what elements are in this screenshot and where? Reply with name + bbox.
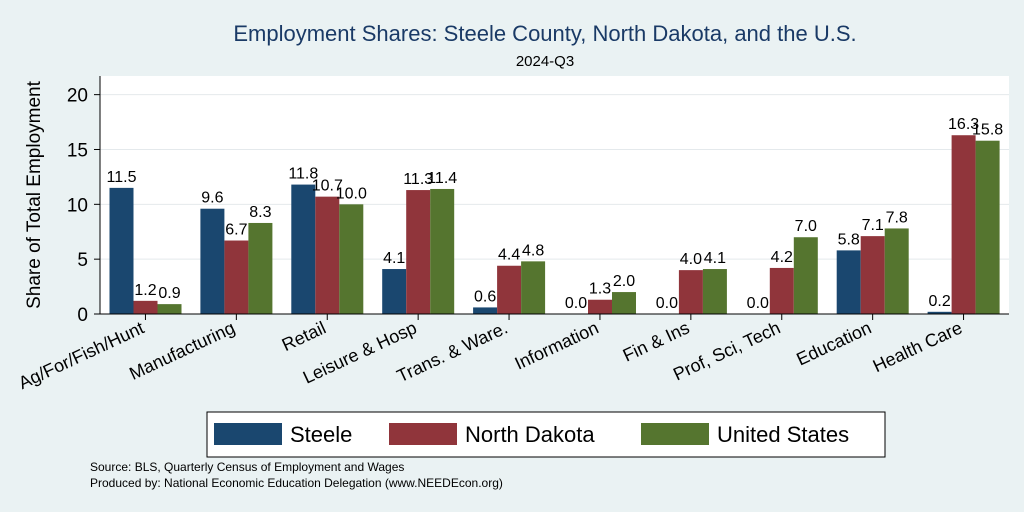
data-label: 7.1 <box>862 217 884 234</box>
data-label: 16.3 <box>948 116 979 133</box>
data-label: 11.5 <box>107 169 137 186</box>
data-label: 4.1 <box>704 250 726 267</box>
data-label: 15.8 <box>972 122 1003 139</box>
bar <box>406 190 431 314</box>
data-label: 2.0 <box>613 273 635 290</box>
data-label: 0.6 <box>474 288 496 305</box>
chart-subtitle: 2024-Q3 <box>516 53 574 70</box>
bar <box>975 140 1000 314</box>
data-label: 11.4 <box>427 170 457 187</box>
bar <box>291 184 316 314</box>
y-tick-label: 5 <box>77 250 88 271</box>
legend: Steele North Dakota United States <box>206 411 886 458</box>
bar <box>109 187 134 314</box>
data-label: 4.4 <box>498 247 520 264</box>
bar <box>769 267 794 314</box>
data-label: 6.7 <box>225 222 247 239</box>
y-tick-label: 20 <box>67 86 88 107</box>
data-label: 10.7 <box>312 178 343 195</box>
data-label: 10.0 <box>336 185 367 202</box>
bar <box>133 300 158 314</box>
bar <box>860 236 885 314</box>
data-label: 11.8 <box>288 166 318 183</box>
data-label: 7.8 <box>886 209 908 226</box>
bar <box>497 265 522 314</box>
data-label: 0.0 <box>747 295 769 312</box>
data-label: 9.6 <box>201 190 223 207</box>
bar <box>612 292 636 314</box>
data-label: 1.3 <box>589 281 611 298</box>
data-label: 8.3 <box>249 204 271 221</box>
y-tick-label: 0 <box>77 305 88 326</box>
data-label: 11.3 <box>403 171 433 188</box>
data-label: 0.2 <box>928 293 950 310</box>
data-label: 4.2 <box>771 249 793 266</box>
bar <box>702 269 727 314</box>
legend-swatch <box>641 423 709 445</box>
bar <box>793 237 818 314</box>
bar <box>836 250 861 314</box>
bar <box>382 269 407 314</box>
source-note: Source: BLS, Quarterly Census of Employm… <box>90 460 404 474</box>
data-label: 1.2 <box>134 282 156 299</box>
bar <box>200 208 225 314</box>
bar <box>951 135 976 314</box>
bar <box>430 188 455 314</box>
y-tick-label: 10 <box>67 195 88 216</box>
data-labels: 11.5 9.6 11.8 4.1 0.6 0.0 0.0 0.0 5.8 0.2 1.2 6.7 10… <box>107 116 1004 312</box>
data-label: 0.9 <box>158 285 180 302</box>
produced-note: Produced by: National Economic Education… <box>90 476 503 490</box>
legend-box <box>206 411 886 458</box>
legend-label: United States <box>717 422 849 447</box>
y-tick-label: 15 <box>67 140 88 161</box>
data-label: 5.8 <box>838 231 860 248</box>
legend-swatch <box>389 423 457 445</box>
legend-swatch <box>214 423 282 445</box>
data-label: 4.0 <box>680 251 702 268</box>
data-label: 0.0 <box>565 295 587 312</box>
bar <box>884 228 909 314</box>
legend-label: North Dakota <box>465 422 595 447</box>
bars <box>109 135 1000 314</box>
data-label: 4.8 <box>522 242 544 259</box>
bar <box>588 299 612 314</box>
bar <box>678 270 703 314</box>
bar <box>521 261 546 314</box>
data-label: 4.1 <box>383 250 405 267</box>
bar <box>339 204 364 314</box>
bar <box>473 307 498 314</box>
bar <box>927 311 952 314</box>
legend-label: Steele <box>290 422 352 447</box>
bar <box>248 222 273 314</box>
y-axis-ticks: 0 5 10 15 20 <box>67 86 100 326</box>
data-label: 7.0 <box>795 218 817 235</box>
chart-title: Employment Shares: Steele County, North … <box>233 21 856 46</box>
bar <box>157 304 182 314</box>
data-label: 0.0 <box>656 295 678 312</box>
y-axis-label: Share of Total Employment <box>24 80 45 308</box>
bar <box>224 240 249 314</box>
bar <box>315 196 340 314</box>
